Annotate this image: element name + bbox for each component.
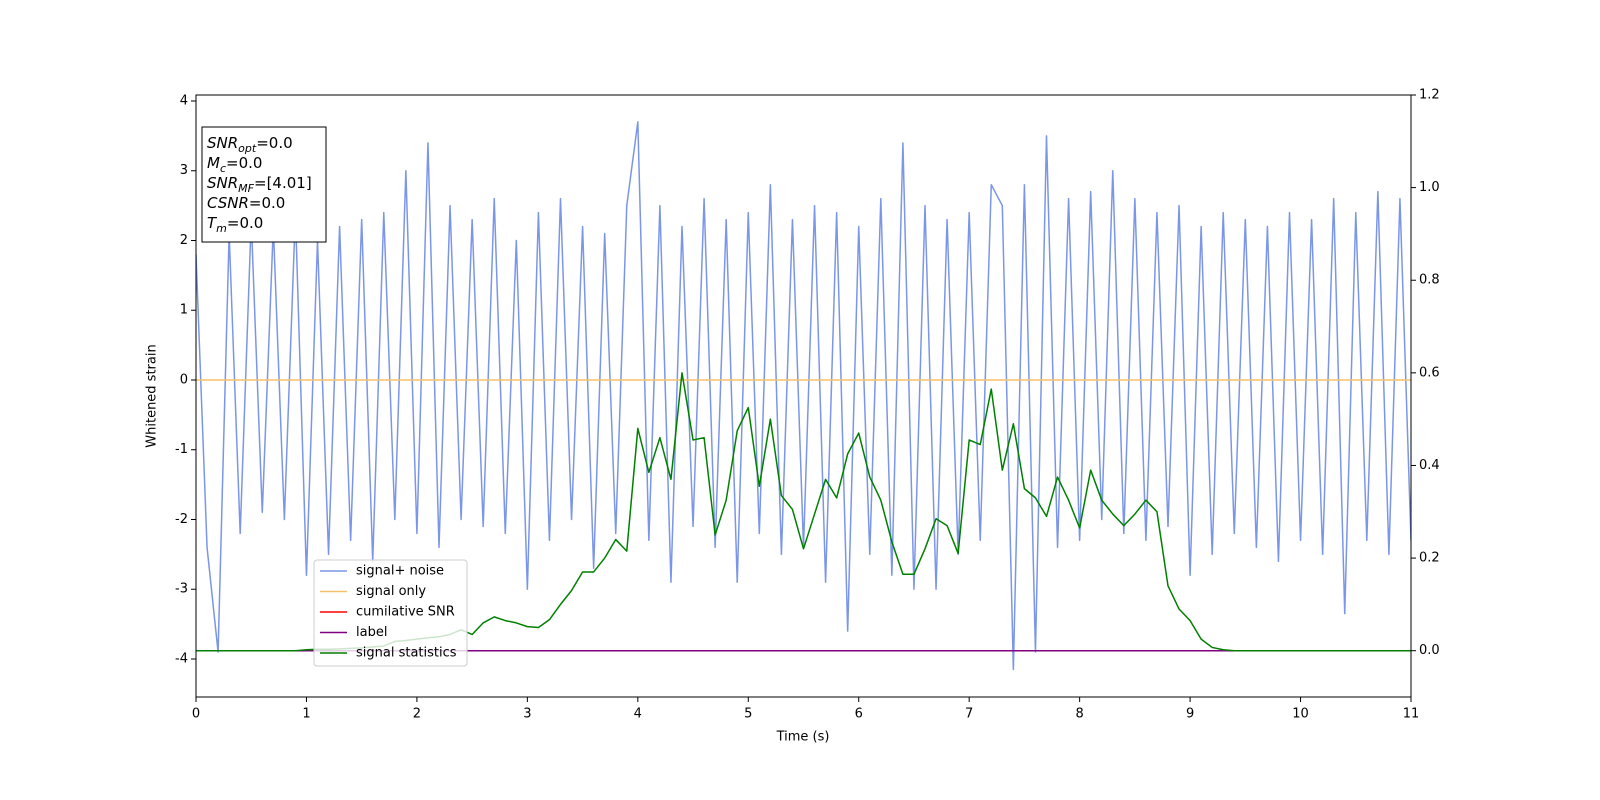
legend-box [313,559,468,667]
annotation-rest: =0.0 [226,154,262,172]
y2-tick-label: 0.2 [1419,551,1440,566]
x-tick-label: 11 [1403,707,1420,722]
annotation-main: CSNR [207,194,249,212]
x-tick-label: 3 [523,707,531,722]
legend-label: label [356,625,387,640]
annotation-rest: =0.0 [227,214,263,232]
y-tick-label: 3 [180,163,188,178]
y-tick-label: 4 [180,93,188,108]
y2-tick-label: 0.8 [1419,273,1440,288]
legend-label: signal statistics [356,646,457,661]
x-tick-label: 1 [302,707,310,722]
legend-label: signal+ noise [356,564,444,579]
annotation-sub: opt [238,142,257,155]
y-tick-label: 0 [180,372,188,387]
y-axis-label: Whitened strain [145,344,160,447]
y-tick-label: -1 [175,442,188,457]
annotation-rest: =0.0 [256,134,292,152]
y-tick-label: -2 [175,512,188,527]
x-tick-label: 8 [1075,707,1083,722]
x-tick-label: 4 [634,707,642,722]
x-tick-label: 2 [413,707,421,722]
annotation-main: M [207,154,220,172]
y-tick-label: -4 [175,651,188,666]
annotation-box [201,126,327,243]
y2-tick-label: 0.4 [1419,458,1440,473]
annotation-sub: m [216,222,227,235]
annotation-rest: =[4.01] [254,174,312,192]
annotation-main: SNR [207,134,238,152]
y2-tick-label: 0.0 [1419,643,1440,658]
legend-label: cumilative SNR [356,605,455,620]
annotation-line: CSNR=0.0 [207,194,285,212]
annotation-main: SNR [207,174,238,192]
axes-frame [195,94,1412,698]
annotation-sub: c [220,162,226,175]
y-tick-label: 2 [180,233,188,248]
annotation-line: SNRMF=[4.01] [207,174,312,195]
y-tick-label: -3 [175,582,188,597]
x-tick-label: 7 [965,707,973,722]
x-tick-label: 0 [192,707,200,722]
x-tick-label: 10 [1292,707,1309,722]
annotation-sub: MF [238,182,254,195]
annotation-line: Mc=0.0 [207,154,262,175]
x-tick-label: 5 [744,707,752,722]
legend-label: signal only [356,584,426,599]
y2-tick-label: 0.6 [1419,365,1440,380]
x-axis-label: Time (s) [776,730,830,745]
x-tick-label: 6 [855,707,863,722]
x-tick-label: 9 [1186,707,1194,722]
annotation-rest: =0.0 [249,194,285,212]
annotation-line: Tm=0.0 [207,214,263,235]
y2-tick-label: 1.2 [1419,88,1440,103]
annotation-line: SNRopt=0.0 [207,134,293,155]
y-tick-label: 1 [180,303,188,318]
y2-tick-label: 1.0 [1419,180,1440,195]
annotation-main: T [207,214,218,232]
